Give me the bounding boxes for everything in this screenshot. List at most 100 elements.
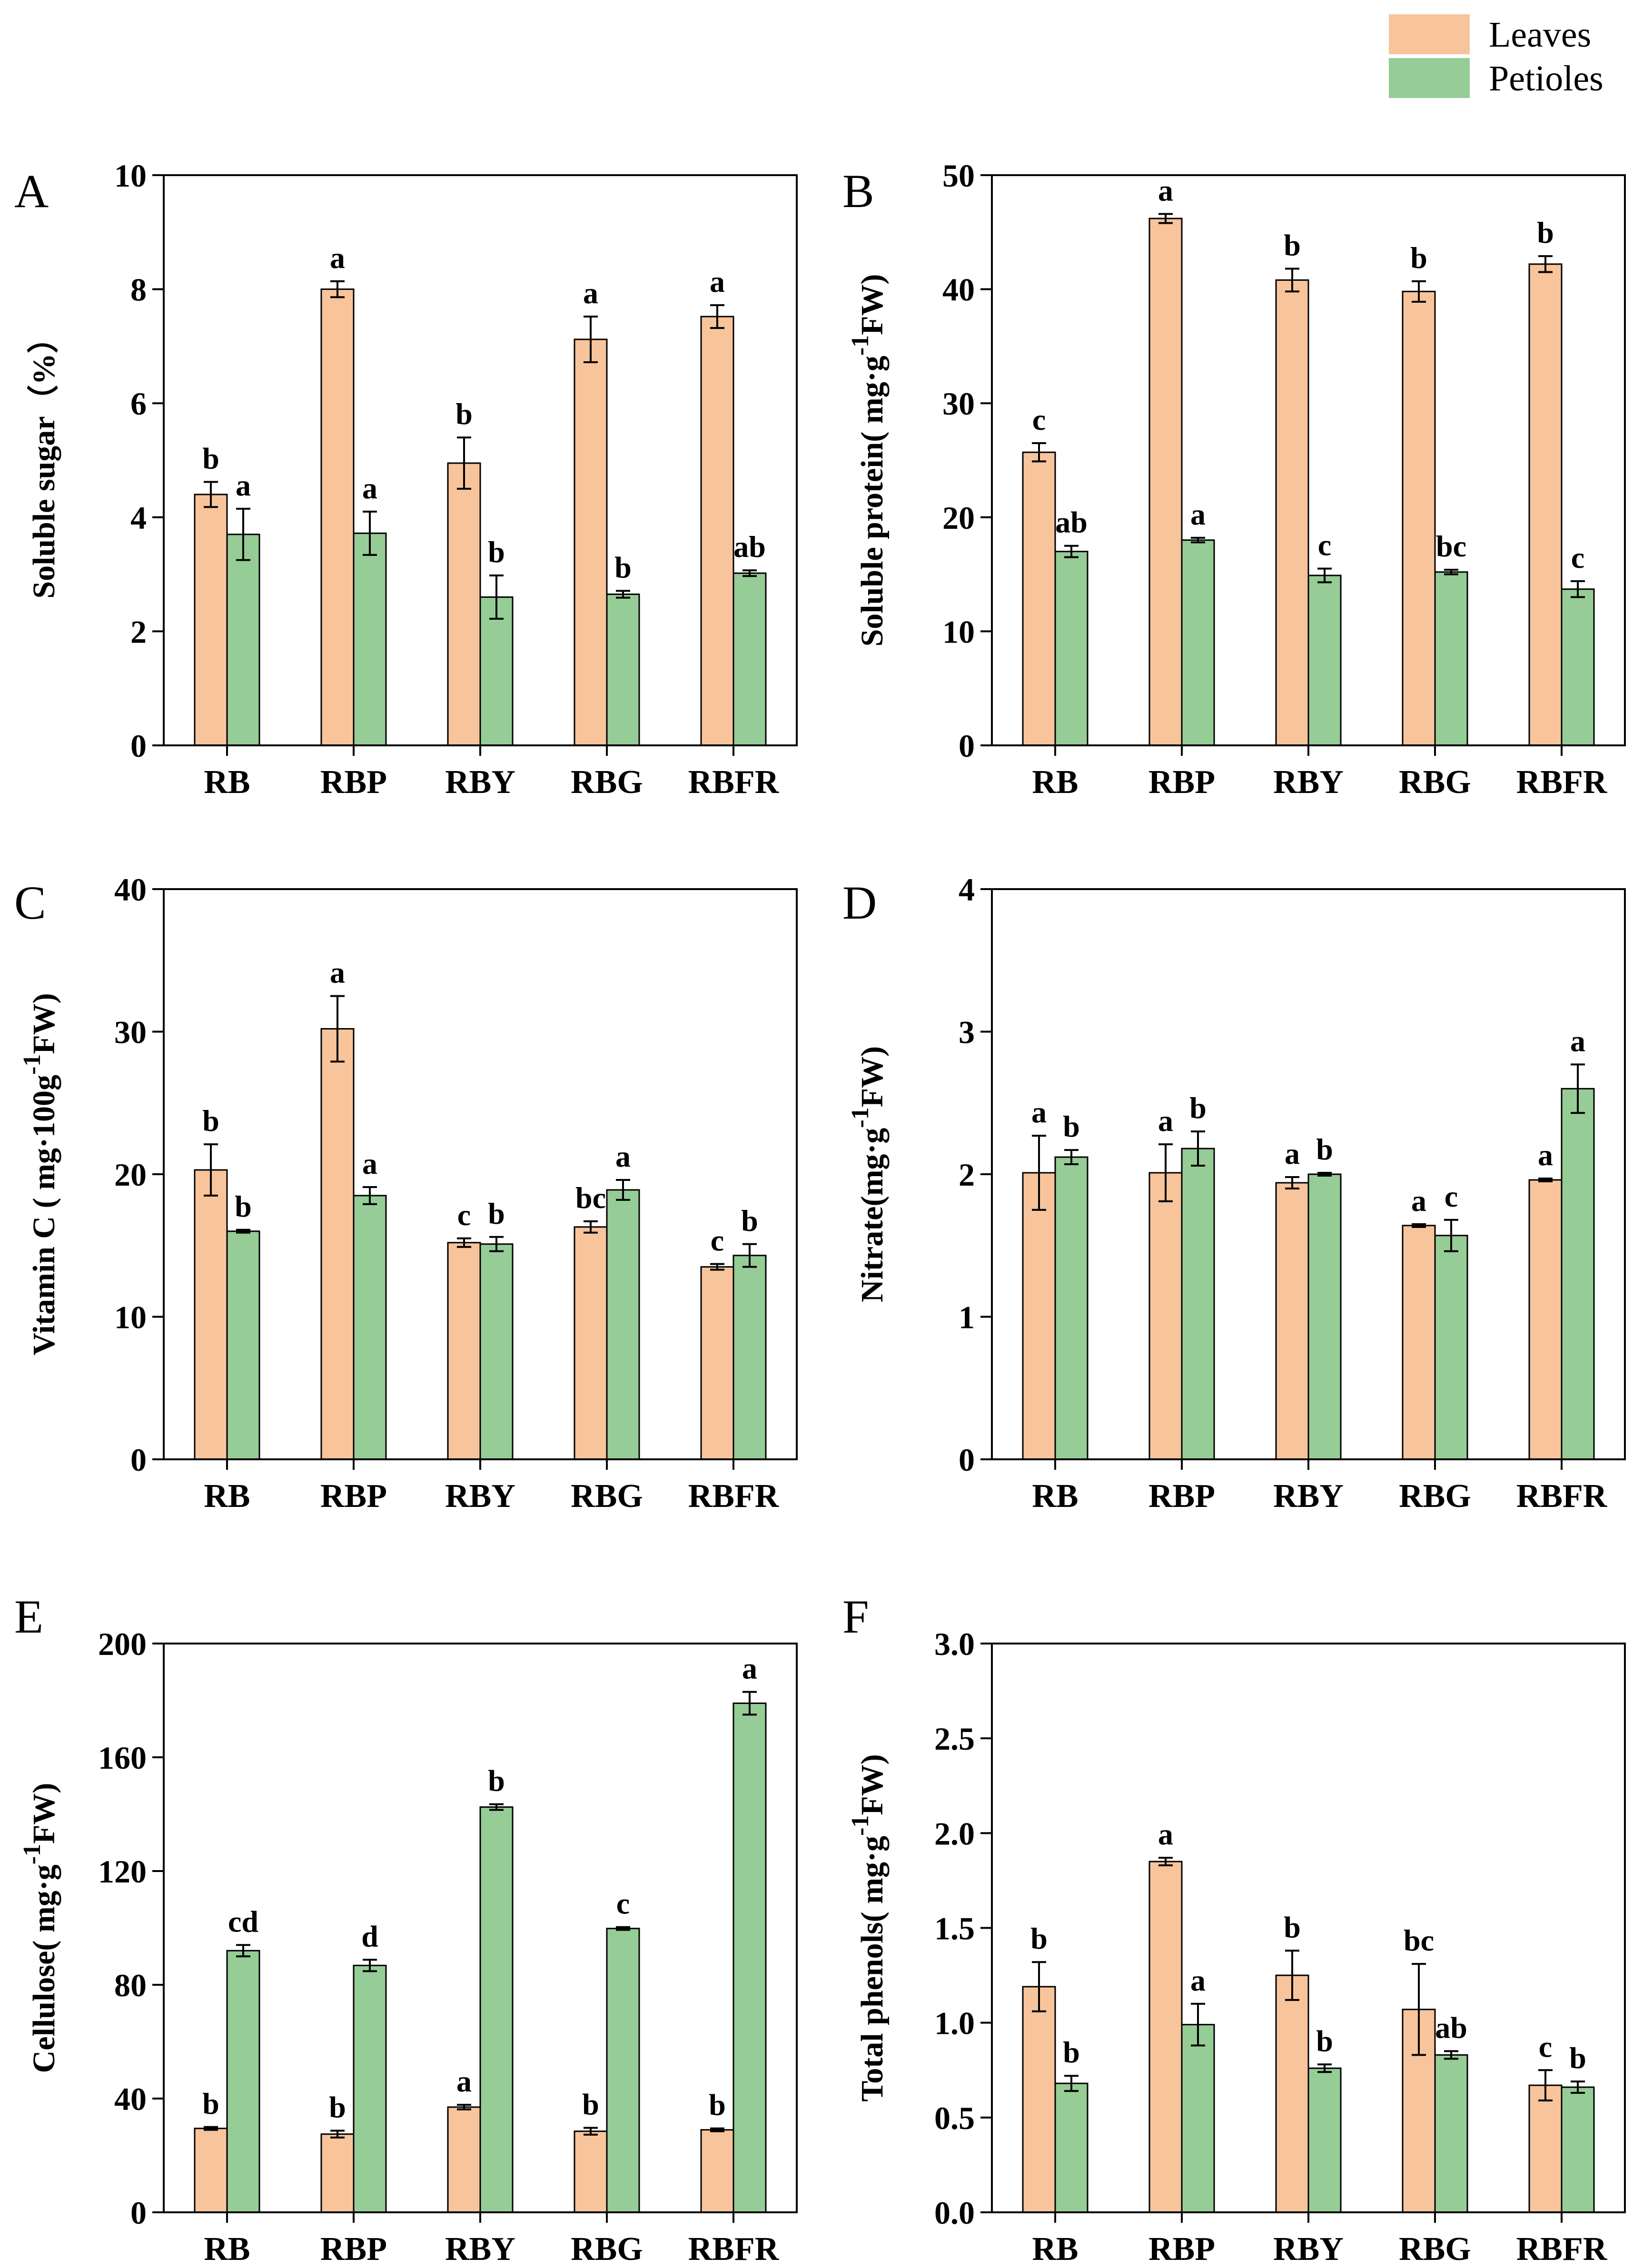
significance-label: a <box>1190 1963 1206 1997</box>
significance-label: b <box>741 1204 758 1238</box>
significance-label: b <box>235 1189 252 1223</box>
plot-frame <box>163 174 798 746</box>
significance-label: b <box>1284 228 1301 262</box>
bar-petioles <box>1561 588 1595 746</box>
x-tick-label: RBG <box>571 2231 643 2268</box>
y-axis-label: Vitamin C ( mg·100g-1FW) <box>19 993 61 1355</box>
legend: Leaves Petioles <box>1389 14 1603 99</box>
y-axis-label: Total phenols( mg·g-1FW) <box>847 1754 890 2101</box>
y-tick-label: 0 <box>130 1442 147 1478</box>
y-tick-label: 2.0 <box>934 1815 975 1852</box>
y-tick-label: 20 <box>942 500 975 536</box>
bar-petioles <box>1561 2086 1595 2213</box>
y-tick-label: 30 <box>114 1014 147 1050</box>
bar-petioles <box>1307 2067 1342 2213</box>
significance-label: c <box>1539 2030 1552 2063</box>
bar-leaves <box>1528 2084 1563 2213</box>
x-tick-label: RBFR <box>1516 2231 1608 2268</box>
x-tick-label: RBG <box>571 1478 643 1515</box>
significance-label: c <box>1318 528 1331 562</box>
x-tick-label: RBY <box>445 764 515 801</box>
y-tick-label: 3 <box>959 1014 975 1050</box>
bar-leaves <box>320 288 355 746</box>
bar-leaves <box>1022 1172 1056 1460</box>
bar-leaves <box>194 494 228 746</box>
x-tick-label: RB <box>204 2231 250 2268</box>
bar-leaves <box>194 1169 228 1460</box>
bar-petioles <box>1054 1156 1089 1460</box>
bar-leaves <box>1528 1179 1563 1460</box>
significance-label: b <box>1537 216 1554 249</box>
significance-label: a <box>1190 497 1206 531</box>
significance-label: ab <box>1435 2010 1467 2044</box>
x-tick-label: RBG <box>1399 1478 1471 1515</box>
significance-label: b <box>1410 241 1427 275</box>
y-tick-label: 3.0 <box>934 1626 975 1662</box>
bar-leaves <box>1275 1182 1309 1460</box>
bar-petioles <box>226 534 260 746</box>
significance-label: a <box>1158 1104 1173 1138</box>
y-tick-label: 0 <box>130 2195 147 2231</box>
bar-petioles <box>1434 571 1468 746</box>
bar-petioles <box>226 1950 260 2213</box>
significance-label: a <box>1570 1024 1585 1058</box>
significance-label: a <box>1158 1817 1173 1851</box>
bar-petioles <box>606 594 640 746</box>
significance-label: a <box>710 265 725 298</box>
x-tick-label: RB <box>204 1478 250 1515</box>
y-tick-label: 40 <box>114 2081 147 2117</box>
significance-label: c <box>1571 541 1584 574</box>
y-tick-label: 20 <box>114 1157 147 1193</box>
significance-label: a <box>330 956 345 990</box>
bar-petioles <box>1054 2082 1089 2213</box>
y-tick-label: 4 <box>130 500 147 536</box>
y-tick-label: 0 <box>130 728 147 764</box>
bar-leaves <box>574 2130 608 2213</box>
x-tick-label: RBP <box>1148 764 1215 801</box>
y-axis-label: Nitrate(mg·g-1FW) <box>847 1046 890 1302</box>
bar-leaves <box>1148 1172 1183 1460</box>
significance-label: b <box>1316 1132 1333 1166</box>
x-tick-label: RBG <box>1399 2231 1471 2268</box>
x-tick-label: RB <box>1032 1478 1078 1515</box>
significance-label: b <box>202 2087 219 2120</box>
significance-label: c <box>1032 403 1046 436</box>
y-tick-label: 10 <box>942 614 975 650</box>
bar-leaves <box>574 338 608 746</box>
plot-frame <box>163 1643 798 2213</box>
significance-label: b <box>1063 2035 1080 2069</box>
y-tick-label: 50 <box>942 158 975 194</box>
bar-petioles <box>353 1195 387 1460</box>
significance-label: b <box>1316 2024 1333 2058</box>
bar-leaves <box>320 1028 355 1460</box>
significance-label: b <box>202 1104 219 1138</box>
significance-label: ab <box>733 530 766 564</box>
significance-label: a <box>1285 1137 1300 1170</box>
x-tick-label: RBG <box>571 764 643 801</box>
significance-label: bc <box>1436 529 1466 563</box>
significance-label: c <box>711 1224 724 1258</box>
bar-petioles <box>1434 2054 1468 2213</box>
bar-leaves <box>1402 1225 1436 1460</box>
panel-letter: E <box>14 1590 43 1643</box>
significance-label: b <box>202 442 219 475</box>
bar-leaves <box>447 462 481 746</box>
bar-petioles <box>353 532 387 746</box>
y-tick-label: 80 <box>114 1967 147 2003</box>
plot-frame <box>991 888 1626 1460</box>
significance-label: a <box>236 468 251 502</box>
significance-label: b <box>1189 1091 1207 1125</box>
bar-petioles <box>1054 551 1089 746</box>
significance-label: b <box>1569 2041 1586 2075</box>
legend-label-leaves: Leaves <box>1489 15 1591 55</box>
bar-leaves <box>700 316 734 746</box>
y-tick-label: 2.5 <box>934 1721 975 1757</box>
x-tick-label: RBG <box>1399 764 1471 801</box>
significance-label: b <box>1284 1910 1301 1944</box>
legend-label-petioles: Petioles <box>1489 59 1603 99</box>
significance-label: a <box>330 241 345 275</box>
legend-swatch-leaves <box>1389 14 1470 54</box>
bar-petioles <box>1434 1235 1468 1460</box>
bar-leaves <box>700 1266 734 1460</box>
